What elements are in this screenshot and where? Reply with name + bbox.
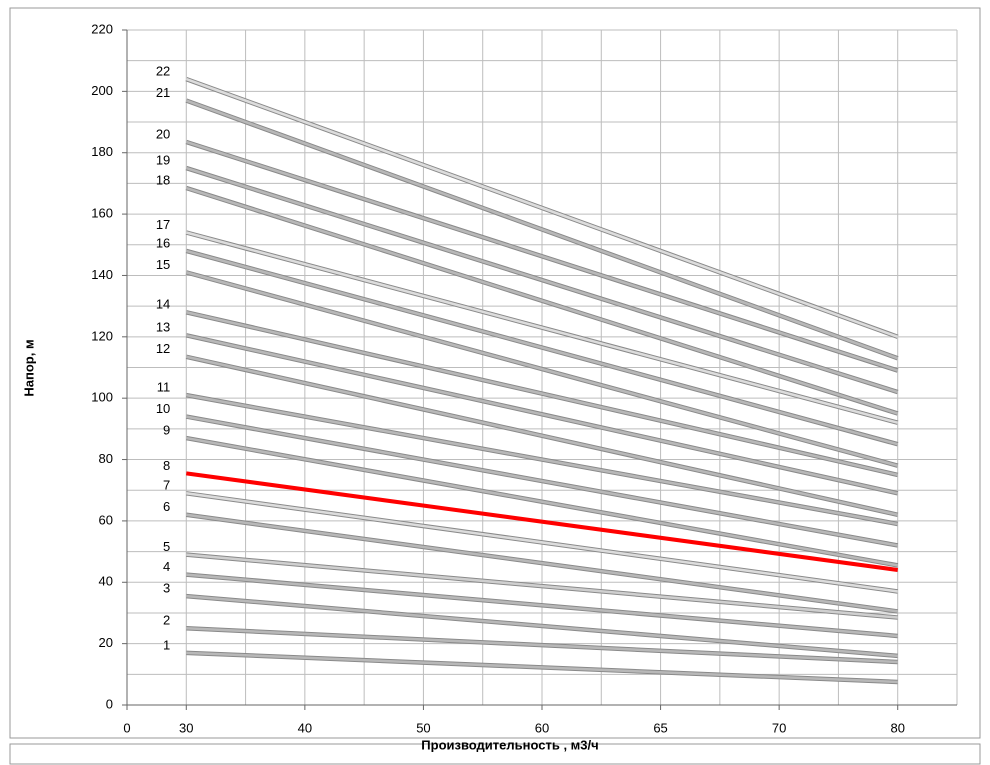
curve [186,355,898,516]
y-tick-label: 220 [91,21,113,36]
y-tick-label: 180 [91,144,113,159]
curve-label: 5 [163,539,170,554]
curve [186,627,898,664]
x-tick-label: 50 [416,720,430,735]
curve [185,186,899,415]
curve [185,99,899,360]
curve [186,311,898,477]
curve [186,553,898,619]
curve [185,231,899,424]
curve-label: 4 [163,559,170,574]
x-tick-label: 65 [653,720,667,735]
curve-label: 10 [156,401,170,416]
y-tick-label: 100 [91,390,113,405]
curve-label: 3 [163,581,170,596]
x-tick-label: 30 [179,720,193,735]
lower-panel [9,743,981,765]
curve-label: 2 [163,613,170,628]
curve-label: 9 [163,423,170,438]
curve-label: 6 [163,499,170,514]
x-axis-title: Производительность , м3/ч [421,737,598,752]
curve [185,140,899,372]
curve [186,651,898,684]
curve-label: 20 [156,126,170,141]
curve-label: 14 [156,297,170,312]
curve [186,334,898,495]
y-tick-label: 140 [91,267,113,282]
y-tick-label: 0 [106,696,113,711]
x-tick-label: 80 [890,720,904,735]
y-tick-label: 60 [99,512,113,527]
curve-label: 19 [156,153,170,168]
y-tick-label: 40 [99,574,113,589]
curve-label: 7 [163,478,170,493]
x-tick-label: 60 [535,720,549,735]
y-tick-label: 200 [91,83,113,98]
y-tick-label: 80 [99,451,113,466]
curve [185,166,899,394]
curve-label: 21 [156,85,170,100]
y-tick-label: 20 [99,635,113,650]
curve [186,492,898,593]
curve-label: 17 [156,217,170,232]
curve-label: 1 [163,637,170,652]
curve-label: 11 [157,380,171,395]
curve-label: 8 [163,458,170,473]
curve [186,471,898,572]
x-tick-label: 0 [123,720,130,735]
y-tick-label: 120 [91,328,113,343]
curve [186,415,898,547]
y-axis-title: Напор, м [21,339,36,396]
curve [186,573,898,638]
curve [186,436,898,567]
y-tick-label: 160 [91,206,113,221]
curve [185,249,899,446]
curve-label: 22 [156,64,170,79]
curve-label: 18 [156,172,170,187]
curve [185,77,899,338]
curve [185,271,899,467]
curve [186,393,898,526]
curve-label: 15 [156,257,170,272]
chart-frame [9,7,981,739]
curve-label: 13 [156,320,170,335]
curve-label: 16 [156,235,170,250]
curve [186,594,898,658]
x-tick-label: 40 [298,720,312,735]
curve-label: 12 [156,341,170,356]
x-tick-label: 70 [772,720,786,735]
curve [186,513,898,613]
